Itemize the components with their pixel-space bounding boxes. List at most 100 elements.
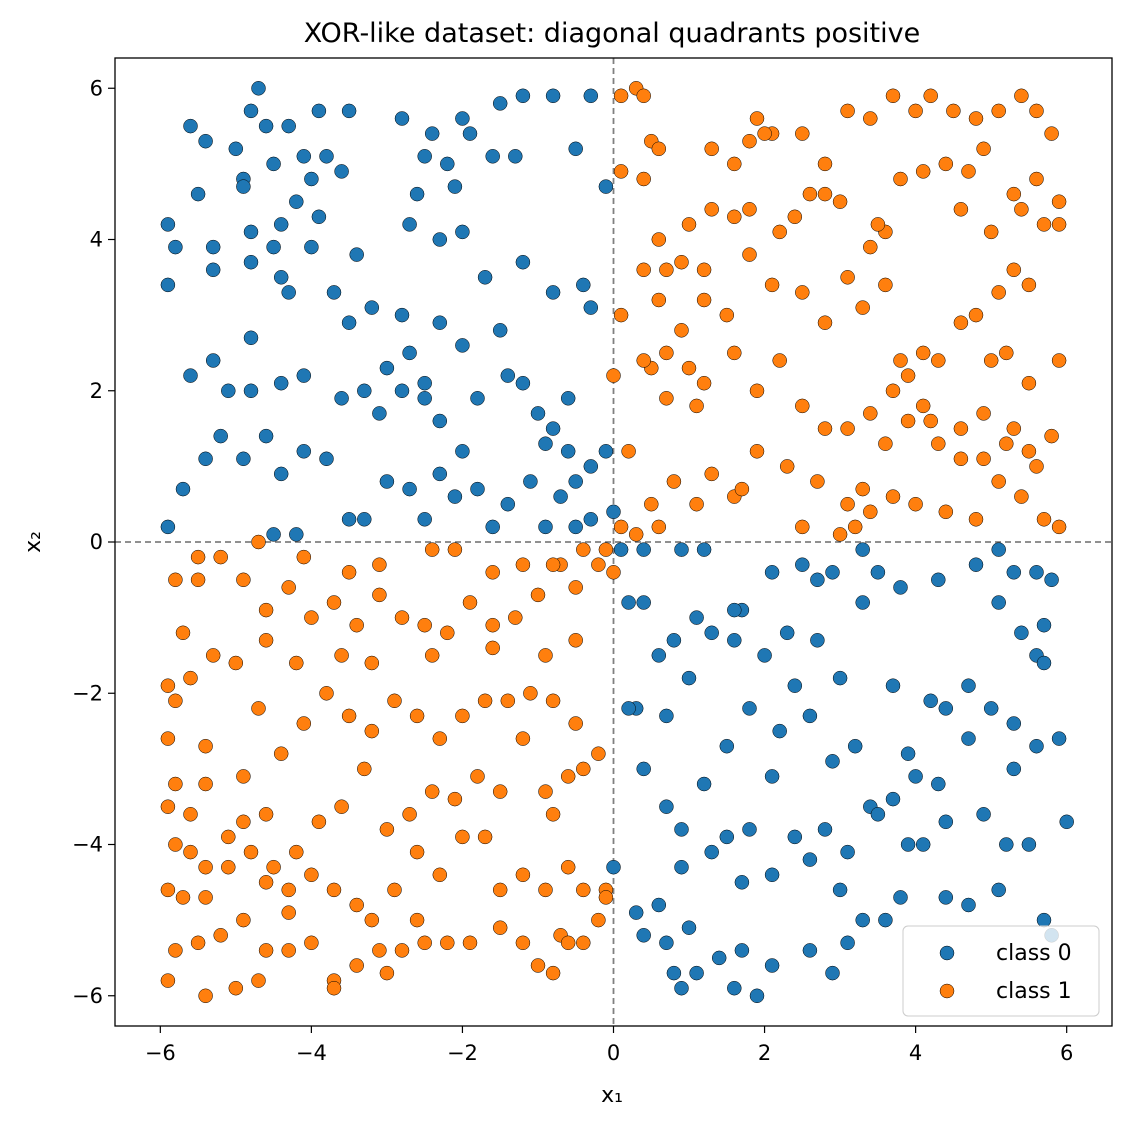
- point-class-1-31: [983, 224, 999, 240]
- point-class-0-17: [304, 171, 319, 187]
- point-class-1-237: [326, 595, 342, 610]
- point-class-1-135: [757, 126, 772, 141]
- point-class-1-158: [560, 859, 576, 875]
- point-class-1-232: [213, 549, 228, 565]
- point-class-1-262: [190, 549, 206, 565]
- point-class-0-213: [840, 935, 855, 951]
- point-class-1-44: [727, 209, 742, 225]
- point-class-1-28: [1006, 262, 1022, 278]
- point-class-1-85: [727, 345, 742, 361]
- point-class-1-181: [160, 973, 176, 988]
- point-class-1-261: [251, 534, 266, 550]
- point-class-1-8: [727, 156, 742, 172]
- point-class-1-230: [175, 625, 191, 641]
- point-class-0-108: [243, 383, 259, 399]
- point-class-0-92: [296, 444, 312, 459]
- point-class-0-63: [402, 345, 417, 361]
- point-class-1-74: [953, 451, 969, 467]
- point-class-1-86: [696, 375, 712, 391]
- legend-label-class-1: class 1: [996, 979, 1072, 1004]
- point-class-1-64: [953, 315, 969, 330]
- reference-lines: [115, 58, 1112, 1026]
- point-class-0-84: [447, 489, 463, 504]
- point-class-0-99: [198, 451, 213, 467]
- point-class-0-111: [296, 368, 312, 383]
- point-class-1-208: [576, 761, 591, 777]
- point-class-0-8: [228, 141, 244, 157]
- point-class-1-214: [477, 693, 493, 709]
- point-class-0-196: [893, 890, 908, 905]
- point-class-1-182: [198, 988, 213, 1004]
- point-class-0-197: [855, 912, 870, 928]
- point-class-1-152: [432, 867, 448, 883]
- x-tick-label: 0: [607, 1041, 620, 1065]
- point-class-1-129: [1051, 217, 1067, 232]
- point-class-0-34: [341, 315, 357, 330]
- point-class-0-217: [727, 980, 742, 996]
- point-class-1-213: [500, 693, 516, 709]
- point-class-1-128: [621, 444, 636, 459]
- point-class-0-58: [515, 254, 531, 270]
- point-class-0-190: [999, 837, 1014, 852]
- point-class-1-78: [885, 383, 901, 399]
- point-class-1-59: [855, 300, 870, 315]
- point-class-1-242: [440, 625, 455, 641]
- point-class-0-94: [258, 428, 274, 444]
- point-class-0-65: [417, 391, 432, 406]
- point-class-0-199: [802, 852, 818, 867]
- point-class-1-15: [863, 111, 878, 126]
- point-class-0-28: [281, 285, 296, 300]
- point-class-1-239: [372, 587, 387, 603]
- point-class-0-209: [711, 950, 727, 966]
- point-class-0-77: [568, 474, 583, 489]
- y-tick-label: 4: [90, 228, 103, 252]
- point-class-0-123: [764, 565, 780, 580]
- point-class-1-183: [228, 980, 244, 996]
- point-class-0-116: [606, 504, 621, 520]
- point-class-0-113: [417, 375, 432, 391]
- point-class-0-73: [538, 436, 553, 451]
- point-class-1-148: [349, 897, 364, 913]
- point-class-0-137: [1014, 625, 1029, 641]
- point-class-0-21: [311, 103, 327, 119]
- point-class-1-211: [545, 693, 561, 709]
- point-class-1-151: [409, 844, 425, 860]
- point-class-1-231: [190, 572, 206, 588]
- point-class-0-71: [530, 406, 546, 421]
- point-class-1-254: [515, 557, 531, 572]
- point-class-1-175: [281, 943, 296, 958]
- point-class-0-143: [651, 648, 667, 663]
- point-class-1-136: [696, 292, 712, 308]
- point-class-0-54: [598, 179, 614, 194]
- point-class-0-172: [1006, 761, 1022, 777]
- point-class-0-27: [273, 270, 289, 285]
- point-class-1-212: [523, 686, 538, 701]
- point-class-1-153: [455, 829, 470, 845]
- point-class-1-25: [1051, 194, 1067, 209]
- point-class-0-90: [341, 512, 357, 527]
- point-class-1-149: [364, 912, 380, 928]
- point-class-0-56: [576, 277, 591, 293]
- point-class-1-282: [281, 905, 296, 920]
- point-class-1-97: [749, 444, 765, 459]
- point-class-0-97: [205, 353, 221, 368]
- point-class-1-18: [923, 88, 938, 104]
- point-class-0-82: [485, 519, 500, 535]
- point-class-0-69: [500, 368, 516, 383]
- point-class-0-228: [727, 602, 742, 618]
- point-class-1-112: [976, 406, 991, 421]
- point-class-1-125: [651, 519, 667, 535]
- point-class-0-62: [432, 315, 448, 330]
- point-class-1-4: [636, 171, 651, 187]
- point-class-1-110: [1029, 459, 1044, 474]
- point-class-1-122: [689, 496, 704, 512]
- point-class-0-130: [931, 572, 946, 588]
- point-class-1-249: [591, 557, 606, 572]
- point-class-1-245: [508, 610, 523, 625]
- point-class-0-211: [764, 958, 780, 973]
- y-tick-label: 6: [90, 76, 103, 100]
- point-class-1-218: [387, 693, 402, 709]
- point-class-0-225: [674, 822, 689, 837]
- point-class-1-246: [530, 587, 546, 603]
- point-class-0-105: [334, 391, 349, 406]
